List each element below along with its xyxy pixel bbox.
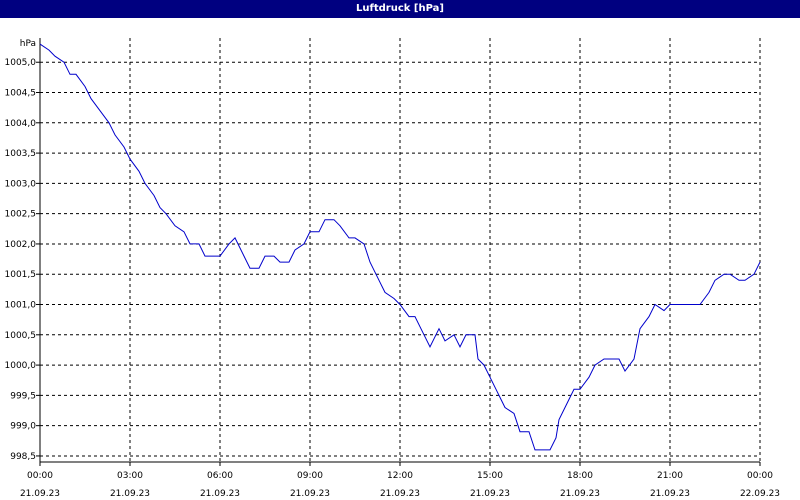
x-tick-time: 00:00 <box>747 471 773 481</box>
series-layer <box>39 43 761 451</box>
x-tick-time: 18:00 <box>567 471 593 481</box>
x-tick-date: 21.09.23 <box>650 489 690 499</box>
x-tick-time: 12:00 <box>387 471 413 481</box>
x-tick-date: 21.09.23 <box>200 489 240 499</box>
y-tick-label: 1000,5 <box>5 331 37 341</box>
y-tick-label: 1000,0 <box>5 361 37 371</box>
tick-labels: 998,5 999,0 999,5 1000,0 1000,5 1001,0 1001,5 1… <box>5 39 781 499</box>
x-tick-time: 15:00 <box>477 471 503 481</box>
x-tick-date: 21.09.23 <box>470 489 510 499</box>
y-axis-label: hPa <box>20 39 36 49</box>
grid <box>39 38 761 462</box>
y-tick-label: 1005,0 <box>5 58 37 68</box>
y-tick-label: 999,5 <box>10 391 36 401</box>
y-tick-label: 999,0 <box>10 422 36 432</box>
x-tick-date: 21.09.23 <box>290 489 330 499</box>
x-tick-time: 03:00 <box>117 471 143 481</box>
x-tick-date: 21.09.23 <box>380 489 420 499</box>
series-line-luftdruck <box>39 43 761 451</box>
x-tick-time: 00:00 <box>27 471 53 481</box>
x-tick-time: 21:00 <box>657 471 683 481</box>
y-tick-label: 998,5 <box>10 452 36 462</box>
y-tick-label: 1004,5 <box>5 89 37 99</box>
x-tick-date: 21.09.23 <box>110 489 150 499</box>
window-title: Luftdruck [hPa] <box>0 0 800 18</box>
y-tick-label: 1001,0 <box>5 301 37 311</box>
x-tick-time: 06:00 <box>207 471 233 481</box>
y-tick-label: 1003,0 <box>5 179 37 189</box>
y-tick-label: 1002,0 <box>5 240 37 250</box>
line-chart: 998,5 999,0 999,5 1000,0 1000,5 1001,0 1001,5 1… <box>5 38 781 499</box>
x-tick-time: 09:00 <box>297 471 323 481</box>
y-tick-label: 1002,5 <box>5 210 37 220</box>
x-tick-date: 21.09.23 <box>20 489 60 499</box>
x-tick-date: 22.09.23 <box>740 489 780 499</box>
y-tick-label: 1004,0 <box>5 119 37 129</box>
y-tick-label: 1001,5 <box>5 270 37 280</box>
x-tick-date: 21.09.23 <box>560 489 600 499</box>
axes <box>36 38 761 466</box>
y-tick-label: 1003,5 <box>5 149 37 159</box>
